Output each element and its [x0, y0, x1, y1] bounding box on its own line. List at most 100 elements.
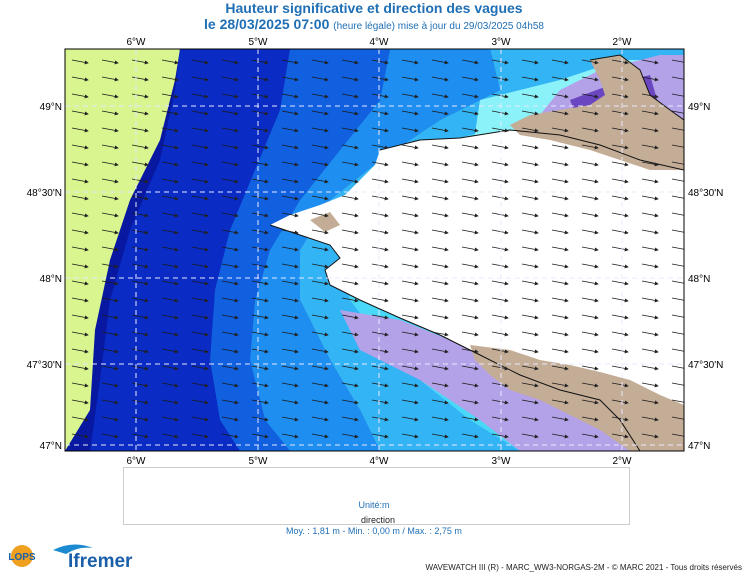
credit-line: WAVEWATCH III (R) - MARC_WW3-NORGAS-2M -… [425, 563, 742, 572]
direction-arrow [371, 144, 389, 150]
direction-arrow [281, 178, 299, 184]
direction-arrow [311, 331, 329, 337]
direction-arrow [71, 246, 89, 252]
direction-arrow [191, 76, 209, 82]
direction-arrow [161, 59, 179, 65]
direction-arrow [521, 144, 539, 150]
direction-arrow [341, 246, 359, 252]
direction-arrow [341, 178, 359, 184]
direction-arrow [71, 76, 89, 82]
direction-arrow [491, 382, 509, 388]
lat-label: 47°30'N [688, 360, 723, 371]
direction-arrow [491, 195, 509, 201]
direction-arrow [131, 212, 149, 218]
direction-arrow [431, 331, 449, 337]
coastline-cotentin [589, 54, 684, 121]
direction-arrow [71, 93, 89, 99]
direction-arrow [611, 161, 629, 167]
direction-arrow [161, 399, 179, 405]
direction-arrow [611, 229, 629, 235]
direction-arrow [281, 382, 299, 388]
direction-arrow [251, 195, 269, 201]
direction-arrow [611, 59, 629, 65]
direction-arrow [311, 76, 329, 82]
direction-arrow [71, 314, 89, 320]
map-subtitle: le 28/03/2025 07:00 (heure légale) mise … [0, 16, 748, 32]
direction-arrow [221, 331, 239, 337]
direction-arrow [161, 144, 179, 150]
forecast-date: le 28/03/2025 07:00 [204, 16, 330, 32]
direction-arrow [671, 161, 684, 165]
direction-arrow [671, 144, 684, 148]
direction-arrow [491, 399, 509, 405]
direction-arrow [101, 314, 119, 320]
lat-label: 47°30'N [27, 360, 62, 371]
direction-arrow [611, 399, 629, 405]
direction-arrow [251, 433, 269, 439]
direction-arrow [71, 212, 89, 218]
direction-arrow [641, 144, 659, 150]
direction-arrow [521, 178, 539, 184]
direction-arrow [161, 348, 179, 354]
direction-arrow [641, 297, 659, 303]
direction-arrow [491, 314, 509, 320]
direction-arrow [311, 263, 329, 269]
direction-arrow [401, 433, 419, 439]
direction-arrow [341, 331, 359, 337]
direction-arrow [191, 297, 209, 303]
direction-arrow [581, 433, 599, 439]
direction-arrow [581, 365, 599, 371]
direction-arrow [191, 365, 209, 371]
direction-arrow [581, 263, 599, 269]
direction-arrow [671, 178, 684, 182]
direction-arrow [641, 263, 659, 269]
direction-arrow [401, 331, 419, 337]
direction-arrow [431, 348, 449, 354]
direction-arrow [491, 127, 509, 133]
direction-arrow [311, 110, 329, 116]
direction-arrow [281, 161, 299, 167]
direction-arrow [431, 195, 449, 201]
direction-arrow [551, 229, 569, 235]
direction-arrow [221, 127, 239, 133]
direction-arrow [341, 348, 359, 354]
direction-arrow [131, 382, 149, 388]
direction-arrow [641, 246, 659, 252]
direction-arrow [581, 348, 599, 354]
direction-arrow [371, 59, 389, 65]
direction-arrow [431, 280, 449, 286]
direction-arrow [221, 93, 239, 99]
direction-arrow [341, 416, 359, 422]
direction-arrow [581, 382, 599, 388]
direction-arrow [221, 399, 239, 405]
direction-arrow [311, 348, 329, 354]
sea-band-2-25 [210, 49, 390, 451]
direction-arrow [281, 246, 299, 252]
direction-arrow [671, 127, 684, 131]
direction-arrow [101, 93, 119, 99]
direction-arrow [101, 178, 119, 184]
direction-arrow [491, 144, 509, 150]
direction-arrow [101, 59, 119, 65]
direction-arrow [221, 195, 239, 201]
direction-arrow [251, 93, 269, 99]
direction-arrow [341, 93, 359, 99]
direction-arrow [581, 212, 599, 218]
direction-arrow [401, 348, 419, 354]
ifremer-logo-text: Ifremer [68, 551, 133, 572]
direction-arrow [131, 229, 149, 235]
direction-arrow [401, 127, 419, 133]
direction-arrow [341, 399, 359, 405]
direction-arrow [461, 331, 479, 337]
direction-arrow [191, 263, 209, 269]
direction-arrow [461, 144, 479, 150]
direction-arrow [161, 178, 179, 184]
direction-arrow [371, 416, 389, 422]
stats-line: Moy. : 1,81 m - Min. : 0,00 m / Max. : 2… [286, 526, 462, 536]
lat-label: 48°N [40, 274, 62, 285]
direction-arrow [581, 127, 599, 133]
direction-arrow [641, 212, 659, 218]
direction-arrow [71, 178, 89, 184]
lon-label: 6°W [127, 456, 147, 467]
